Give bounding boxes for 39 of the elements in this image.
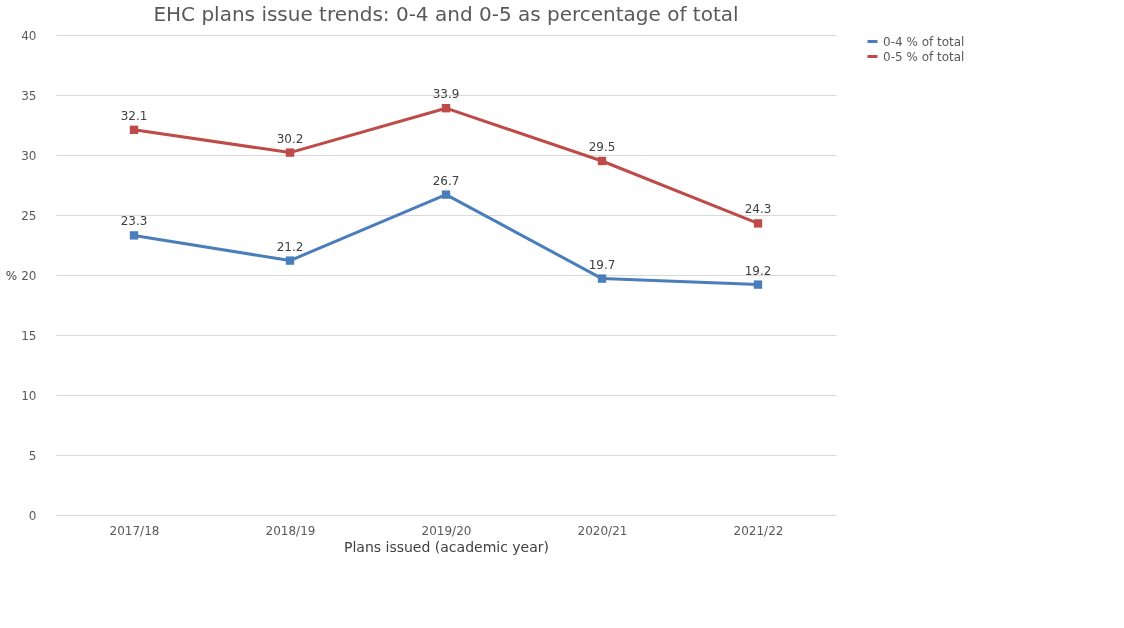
data-label: 26.7 [432, 173, 460, 188]
x-tick-label: 2021/22 [733, 523, 784, 538]
point [129, 231, 139, 240]
point [285, 148, 295, 157]
point [129, 125, 139, 134]
legend-label: 0-5 % of total [883, 49, 965, 64]
y-tick-label: 25 [21, 208, 37, 223]
data-label: 30.2 [276, 131, 304, 146]
data-label: 21.2 [276, 239, 304, 254]
point [285, 256, 295, 265]
x-axis-title: Plans issued (academic year) [343, 538, 550, 555]
data-label: 24.3 [744, 202, 772, 217]
y-tick-label: 20 [21, 268, 37, 283]
data-label: 19.2 [744, 263, 772, 278]
point [753, 280, 763, 289]
y-tick-label: 5 [28, 448, 37, 463]
point [753, 219, 763, 228]
data-label: 29.5 [588, 140, 616, 154]
y-tick-label: 40 [21, 28, 37, 43]
y-tick-label: 35 [21, 88, 37, 103]
data-label: 32.1 [120, 108, 148, 123]
y-tick-label: 30 [21, 148, 37, 163]
y-tick-label: 0 [28, 508, 37, 523]
data-label: 23.3 [120, 214, 148, 229]
x-tick-label: 2017/18 [109, 523, 160, 538]
x-tick-label: 2018/19 [265, 523, 316, 538]
y-tick-label: 15 [21, 328, 37, 343]
chart-title: EHC plans issue trends: 0-4 and 0-5 as percentage of total [153, 2, 739, 26]
point [597, 156, 607, 166]
y-tick-label: 10 [21, 388, 37, 403]
x-tick-label: 2020/21 [577, 523, 628, 538]
point [441, 104, 451, 113]
y-axis-title: % [5, 268, 18, 283]
point [597, 274, 607, 283]
x-tick-label: 2019/20 [421, 523, 472, 538]
point [441, 190, 451, 199]
data-label: 33.9 [432, 87, 460, 102]
data-label: 19.7 [588, 257, 616, 272]
legend-label: 0-4 % of total [883, 34, 965, 49]
